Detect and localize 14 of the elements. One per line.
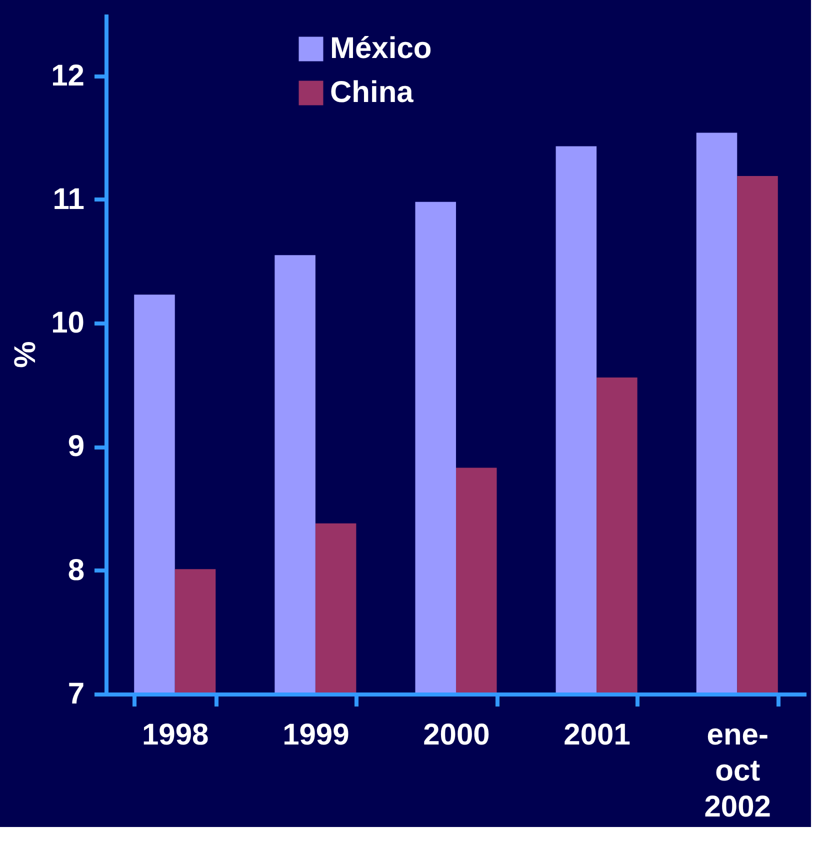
x-tick-label: 1999: [282, 718, 350, 752]
legend-label: China: [330, 76, 414, 109]
y-tick-label: 7: [68, 678, 84, 710]
x-tick-label: ene- oct 2002: [704, 718, 771, 824]
y-tick-label: 11: [52, 182, 84, 216]
y-tick-label: 10: [51, 306, 84, 340]
y-tick-label: 8: [68, 554, 84, 587]
y-tick-label: 9: [68, 430, 84, 464]
legend-label: México: [330, 32, 432, 65]
x-tick-label: 1998: [142, 718, 209, 752]
y-axis-title: %: [9, 341, 42, 368]
x-tick-label: 2001: [564, 718, 630, 752]
y-tick-label: 12: [51, 59, 84, 92]
x-tick-label: 2000: [423, 718, 490, 752]
